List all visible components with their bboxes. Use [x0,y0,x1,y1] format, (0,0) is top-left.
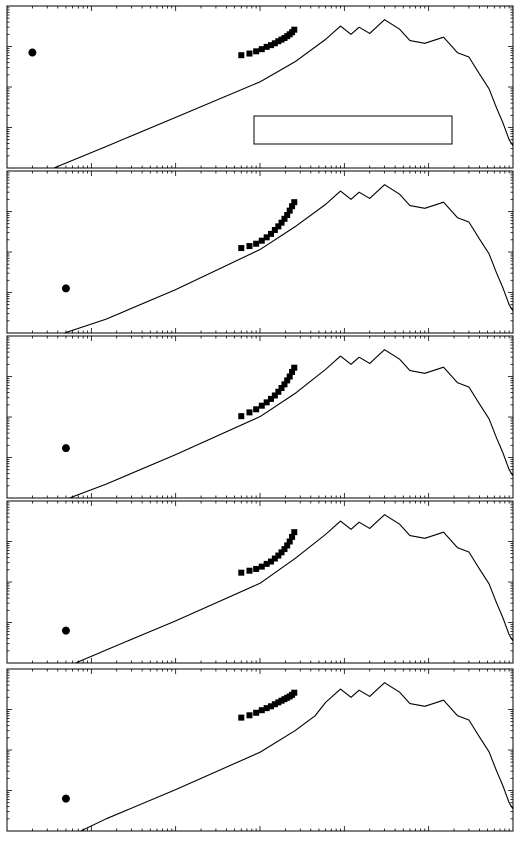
panel-2 [6,170,514,334]
series-line [75,514,513,663]
data-point-square [275,388,282,395]
series-line [53,19,513,168]
data-point-square [238,569,245,576]
data-point-square [263,705,270,712]
data-point-square [238,714,245,721]
data-point-square [284,211,291,218]
data-point-square [286,373,293,380]
series-line [64,184,513,333]
data-point-square [258,563,265,570]
data-point-square [271,701,278,708]
data-point-square [238,245,245,252]
plot-frame [6,500,514,664]
data-point-square [271,555,278,562]
plot-area [61,514,513,663]
axis-ticks [6,668,514,832]
data-point-square [271,392,278,399]
plot-frame [6,668,514,832]
data-point-square [263,234,270,241]
plot-area [61,349,513,498]
data-point-square [263,560,270,567]
plot-area [28,19,513,168]
annotation-box [253,115,453,145]
data-point-square [281,381,288,388]
data-point-square [275,38,282,45]
data-point-square [267,558,274,565]
data-point-square [267,230,274,237]
data-point-square [246,50,253,57]
series-line [80,682,513,831]
data-point-square [281,546,288,553]
data-point-square [238,413,245,420]
data-point-square [271,40,278,47]
axis-ticks [6,335,514,499]
data-point-square [278,549,285,556]
data-point-square [275,699,282,706]
data-point-circle [61,626,70,635]
data-point-circle [61,284,70,293]
data-point-square [246,567,253,574]
data-point-square [246,243,253,250]
data-point-square [267,395,274,402]
data-point-square [258,402,265,409]
series-line [69,349,513,498]
panel-5 [6,668,514,832]
data-point-square [246,712,253,719]
data-point-square [291,199,298,206]
plot-frame [6,170,514,334]
data-point-square [291,689,298,696]
data-point-square [275,223,282,230]
axis-ticks [6,170,514,334]
data-point-circle [61,444,70,453]
data-point-square [291,364,298,371]
data-point-square [253,240,260,247]
data-point-square [267,703,274,710]
data-point-square [258,46,265,53]
plot-area [61,682,513,831]
data-point-square [253,48,260,55]
data-point-square [263,43,270,50]
data-point-square [253,565,260,572]
data-point-square [271,226,278,233]
data-point-square [289,533,296,540]
data-point-square [278,385,285,392]
data-point-square [286,538,293,545]
data-point-square [291,529,298,536]
panel-4 [6,500,514,664]
data-point-square [278,219,285,226]
data-point-square [238,52,245,59]
data-point-square [253,406,260,413]
axis-ticks [6,500,514,664]
data-point-square [246,409,253,416]
data-point-square [289,203,296,210]
data-point-square [284,377,291,384]
data-point-square [289,368,296,375]
data-point-square [291,26,298,33]
panel-3 [6,335,514,499]
data-point-square [258,707,265,714]
plot-area [61,184,513,333]
data-point-circle [28,48,37,57]
data-point-square [253,709,260,716]
data-point-square [263,399,270,406]
data-point-square [267,42,274,49]
panel-1 [6,5,514,169]
data-point-square [275,552,282,559]
data-point-square [281,215,288,222]
data-point-square [284,542,291,549]
data-point-square [258,237,265,244]
data-point-circle [61,794,70,803]
data-point-square [286,207,293,214]
